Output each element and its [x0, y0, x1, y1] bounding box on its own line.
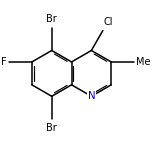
Text: Cl: Cl — [104, 17, 114, 27]
Text: Me: Me — [136, 57, 151, 67]
Text: Br: Br — [46, 123, 57, 133]
Text: N: N — [88, 91, 95, 101]
Text: Br: Br — [46, 14, 57, 24]
Text: F: F — [1, 57, 7, 67]
